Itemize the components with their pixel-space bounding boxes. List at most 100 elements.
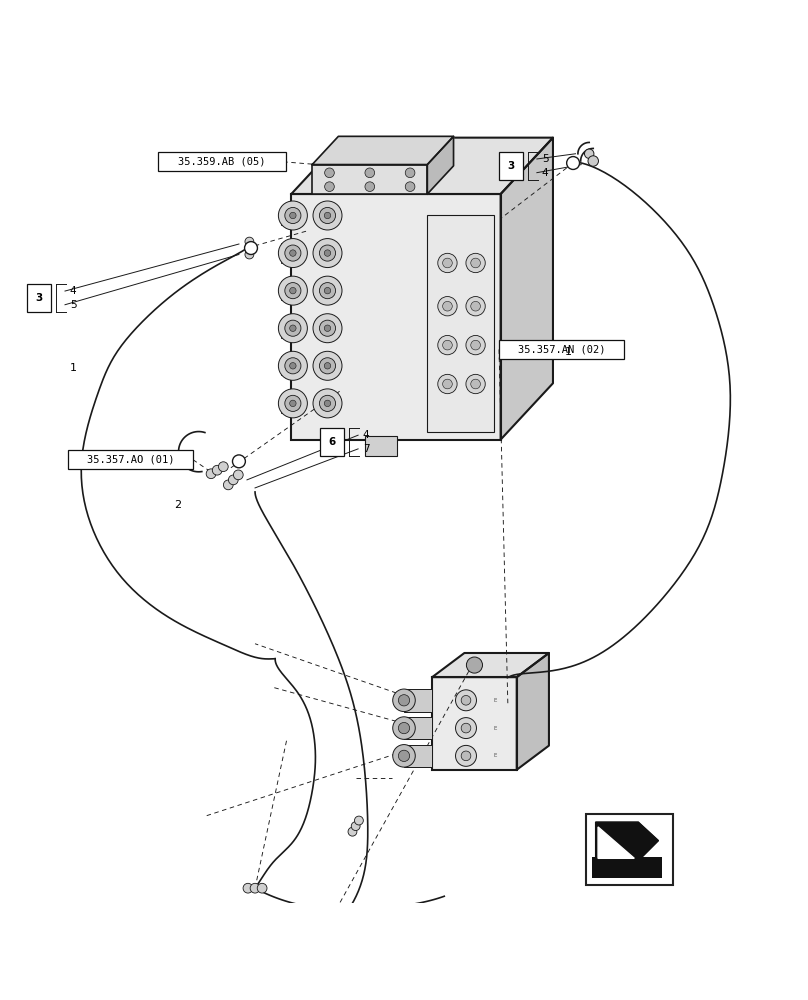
Circle shape (319, 320, 335, 336)
Circle shape (443, 340, 452, 350)
Circle shape (279, 314, 307, 343)
Circle shape (443, 301, 452, 311)
Circle shape (245, 237, 254, 246)
Circle shape (365, 168, 375, 178)
Bar (312, 165, 427, 194)
Bar (499, 340, 624, 359)
Circle shape (456, 745, 477, 766)
Text: 2: 2 (175, 500, 182, 510)
Circle shape (245, 250, 254, 259)
Circle shape (398, 750, 410, 761)
Polygon shape (281, 206, 287, 225)
Circle shape (279, 201, 307, 230)
Circle shape (289, 250, 296, 256)
Polygon shape (517, 653, 549, 770)
Circle shape (443, 379, 452, 389)
Bar (320, 428, 344, 456)
Circle shape (398, 695, 410, 706)
Circle shape (319, 207, 335, 224)
Circle shape (461, 723, 471, 733)
Circle shape (584, 149, 594, 158)
Text: 1: 1 (69, 363, 77, 373)
Circle shape (471, 340, 481, 350)
Circle shape (466, 335, 486, 355)
Circle shape (324, 212, 330, 219)
Circle shape (285, 283, 301, 299)
Circle shape (319, 245, 335, 261)
Text: 4: 4 (363, 430, 369, 440)
Bar (158, 152, 286, 171)
Circle shape (324, 363, 330, 369)
Circle shape (466, 253, 486, 273)
Circle shape (321, 920, 330, 929)
Circle shape (313, 314, 342, 343)
Text: E: E (494, 698, 497, 703)
Polygon shape (281, 243, 287, 263)
Polygon shape (312, 136, 453, 165)
Bar (427, 215, 494, 432)
Circle shape (257, 883, 267, 893)
Circle shape (348, 827, 357, 836)
Circle shape (438, 374, 457, 394)
Circle shape (461, 695, 471, 705)
Circle shape (279, 351, 307, 380)
Circle shape (406, 168, 415, 178)
Circle shape (289, 363, 296, 369)
Circle shape (279, 276, 307, 305)
Circle shape (250, 883, 260, 893)
Circle shape (406, 182, 415, 191)
Text: 1: 1 (565, 347, 572, 357)
Circle shape (289, 400, 296, 407)
Circle shape (324, 287, 330, 294)
Text: E: E (494, 753, 497, 758)
Bar (432, 677, 517, 770)
Circle shape (456, 718, 477, 739)
Circle shape (588, 156, 599, 166)
Bar (27, 284, 52, 312)
Circle shape (325, 182, 335, 191)
Circle shape (438, 253, 457, 273)
Bar (68, 450, 193, 469)
Circle shape (393, 689, 415, 712)
Circle shape (443, 258, 452, 268)
Circle shape (324, 325, 330, 331)
Circle shape (456, 690, 477, 711)
Circle shape (223, 480, 234, 490)
Text: 35.359.AB (05): 35.359.AB (05) (179, 157, 266, 167)
Circle shape (466, 657, 482, 673)
Circle shape (319, 395, 335, 411)
Circle shape (355, 816, 364, 825)
Circle shape (566, 157, 579, 169)
Polygon shape (404, 689, 432, 712)
Polygon shape (281, 319, 287, 338)
Text: 5: 5 (69, 300, 77, 310)
Circle shape (313, 351, 342, 380)
Text: 3: 3 (36, 293, 43, 303)
Text: 3: 3 (507, 161, 515, 171)
Polygon shape (281, 356, 287, 375)
Polygon shape (291, 138, 553, 194)
Circle shape (319, 358, 335, 374)
Circle shape (285, 395, 301, 411)
Bar (364, 436, 397, 456)
Circle shape (471, 301, 481, 311)
Polygon shape (432, 653, 549, 677)
Circle shape (285, 320, 301, 336)
Circle shape (218, 462, 228, 472)
Circle shape (233, 455, 246, 468)
Circle shape (318, 933, 326, 941)
Circle shape (289, 212, 296, 219)
Circle shape (285, 358, 301, 374)
Circle shape (438, 335, 457, 355)
Circle shape (461, 751, 471, 761)
Bar (586, 814, 673, 885)
Polygon shape (598, 827, 634, 858)
Polygon shape (595, 822, 659, 861)
Circle shape (289, 325, 296, 331)
Circle shape (324, 250, 330, 256)
Circle shape (471, 258, 481, 268)
Text: 4: 4 (69, 286, 77, 296)
Circle shape (393, 745, 415, 767)
Circle shape (438, 297, 457, 316)
Polygon shape (281, 394, 287, 413)
